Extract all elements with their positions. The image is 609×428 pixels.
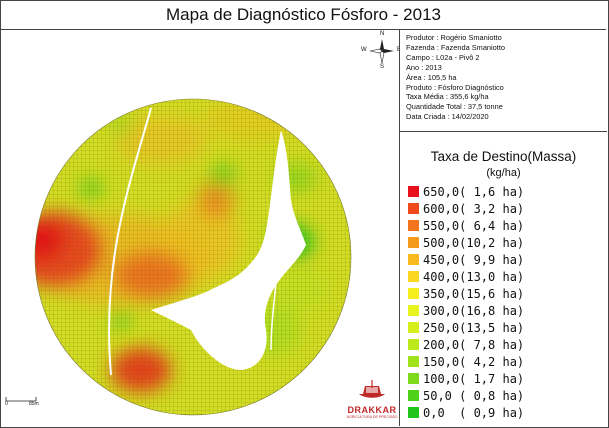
field-map[interactable] (1, 30, 399, 426)
field-cutout-center (151, 130, 306, 370)
compass-e: E (397, 47, 399, 53)
info-quantidade: Quantidade Total : 37,5 tonne (406, 102, 503, 112)
legend-item: 600,0( 3,2 ha) (408, 200, 524, 217)
legend-item: 300,0(16,8 ha) (408, 302, 524, 319)
info-taxa-media: Taxa Média : 355,6 kg/ha (406, 92, 489, 102)
legend-title: Taxa de Destino(Massa) (430, 149, 577, 164)
compass-w: W (361, 47, 367, 53)
legend-item: 250,0(13,5 ha) (408, 319, 524, 336)
legend-item: 200,0( 7,8 ha) (408, 336, 524, 353)
logo-name: DRAKKAR (347, 405, 397, 415)
legend-swatch (408, 339, 419, 350)
field-cutout-top (1, 30, 399, 99)
legend-swatch (408, 288, 419, 299)
legend-label: 350,0(15,6 ha) (423, 286, 525, 301)
legend-label: 600,0( 3,2 ha) (423, 201, 525, 216)
legend-label: 200,0( 7,8 ha) (423, 337, 525, 352)
map-panel[interactable]: N S E W 0 85m DRAKKAR AGRICULTURA DE PRE… (1, 30, 400, 426)
legend-swatch (408, 254, 419, 265)
legend-swatch (408, 271, 419, 282)
field-track (270, 169, 285, 351)
legend-swatch (408, 237, 419, 248)
info-data: Data Criada : 14/02/2020 (406, 112, 489, 122)
legend-item: 0,0 ( 0,9 ha) (408, 404, 524, 421)
info-campo: Campo : L02a - Pivô 2 (406, 52, 480, 62)
legend-label: 150,0( 4,2 ha) (423, 354, 525, 369)
compass-s: S (380, 64, 385, 70)
legend-swatch (408, 373, 419, 384)
legend-item: 650,0( 1,6 ha) (408, 183, 524, 200)
legend-swatch (408, 220, 419, 231)
legend-label: 250,0(13,5 ha) (423, 320, 525, 335)
compass-rose: N S E W (361, 31, 399, 70)
legend-panel: Taxa de Destino(Massa) (kg/ha) 650,0( 1,… (400, 133, 607, 426)
legend-label: 500,0(10,2 ha) (423, 235, 525, 250)
legend-item: 550,0( 6,4 ha) (408, 217, 524, 234)
map-title: Mapa de Diagnóstico Fósforo - 2013 (1, 1, 606, 30)
legend-swatch (408, 356, 419, 367)
legend-label: 100,0( 1,7 ha) (423, 371, 525, 386)
legend-swatch (408, 322, 419, 333)
legend-label: 400,0(13,0 ha) (423, 269, 525, 284)
legend-label: 50,0 ( 0,8 ha) (423, 388, 525, 403)
legend-swatch (408, 203, 419, 214)
legend-item: 350,0(15,6 ha) (408, 285, 524, 302)
info-produto: Produto : Fósforo Diagnóstico (406, 82, 504, 92)
ship-icon (359, 380, 385, 398)
field-track (108, 107, 152, 376)
legend-swatch (408, 407, 419, 418)
info-panel: Produtor : Rogério Smaniotto Fazenda : F… (400, 30, 607, 132)
legend-item: 450,0( 9,9 ha) (408, 251, 524, 268)
legend-item: 150,0( 4,2 ha) (408, 353, 524, 370)
info-fazenda: Fazenda : Fazenda Smaniotto (406, 42, 506, 52)
info-produtor: Produtor : Rogério Smaniotto (406, 33, 502, 42)
drakkar-logo: DRAKKAR AGRICULTURA DE PRECISÃO (344, 380, 399, 424)
legend-unit: (kg/ha) (486, 167, 521, 179)
legend-item: 500,0(10,2 ha) (408, 234, 524, 251)
legend-item: 100,0( 1,7 ha) (408, 370, 524, 387)
legend-label: 0,0 ( 0,9 ha) (423, 405, 525, 420)
legend-swatch (408, 186, 419, 197)
logo-tagline: AGRICULTURA DE PRECISÃO (346, 415, 398, 419)
scale-bar: 0 85m (4, 391, 44, 413)
legend-label: 650,0( 1,6 ha) (423, 184, 525, 199)
legend-label: 300,0(16,8 ha) (423, 303, 525, 318)
compass-n: N (380, 31, 385, 37)
legend-item: 50,0 ( 0,8 ha) (408, 387, 524, 404)
scale-end: 85m (29, 401, 39, 407)
legend-swatch (408, 390, 419, 401)
info-area: Área : 105,5 ha (406, 72, 457, 82)
legend-list: 650,0( 1,6 ha) 600,0( 3,2 ha) 550,0( 6,4 h… (408, 183, 524, 421)
field-outline (34, 98, 352, 416)
legend-swatch (408, 305, 419, 316)
compass-icon (369, 39, 394, 64)
info-ano: Ano : 2013 (406, 62, 442, 72)
scale-start: 0 (5, 401, 8, 407)
legend-label: 450,0( 9,9 ha) (423, 252, 525, 267)
legend-label: 550,0( 6,4 ha) (423, 218, 525, 233)
legend-item: 400,0(13,0 ha) (408, 268, 524, 285)
